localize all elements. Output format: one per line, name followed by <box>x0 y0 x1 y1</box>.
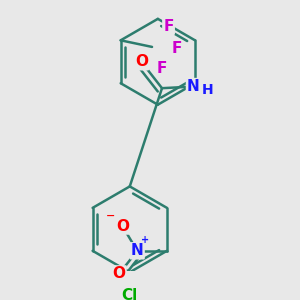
Text: −: − <box>106 211 116 221</box>
Text: H: H <box>202 83 213 97</box>
Text: +: + <box>141 235 150 245</box>
Text: F: F <box>172 41 182 56</box>
Text: O: O <box>116 218 129 233</box>
Text: F: F <box>164 19 174 34</box>
Text: N: N <box>131 243 144 258</box>
Text: Cl: Cl <box>122 288 138 300</box>
Text: N: N <box>187 79 200 94</box>
Text: O: O <box>135 54 148 69</box>
Text: F: F <box>157 61 167 76</box>
Text: O: O <box>112 266 126 281</box>
